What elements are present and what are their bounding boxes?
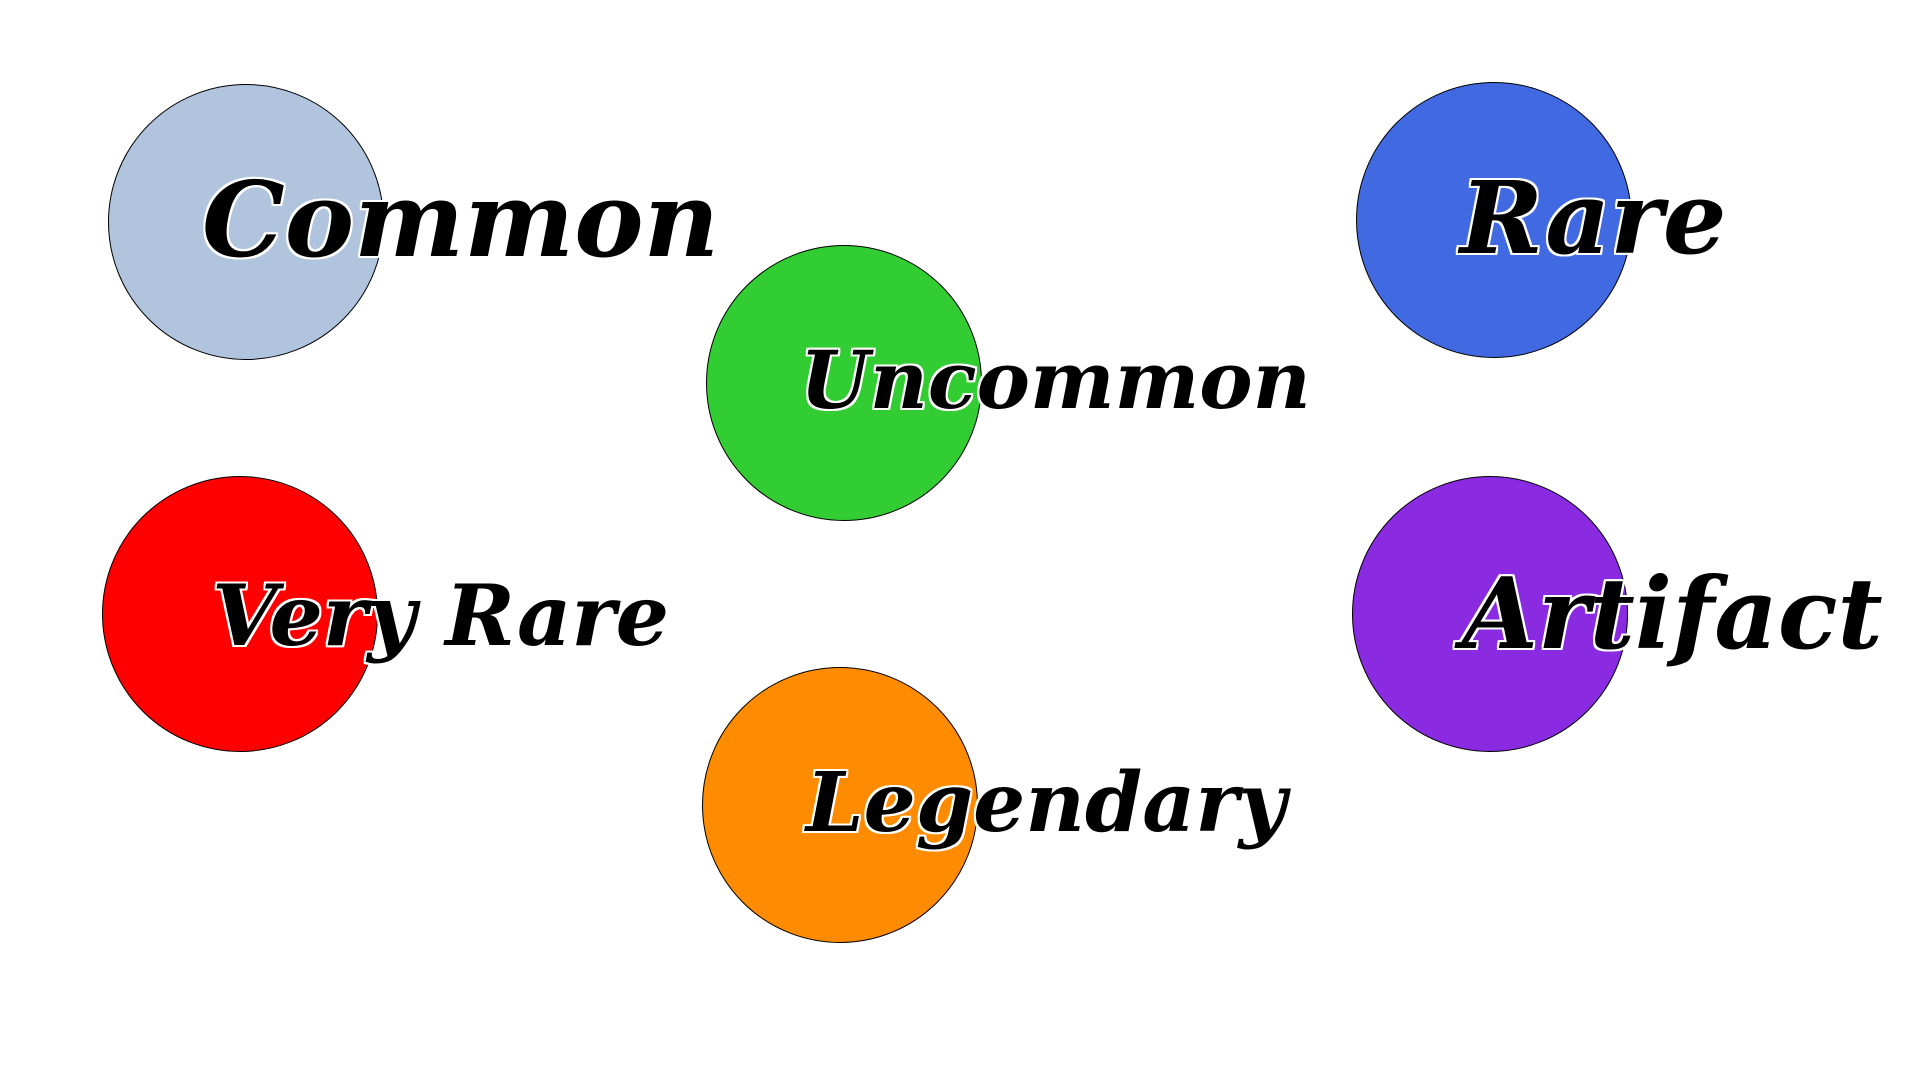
uncommon-circle — [706, 245, 982, 521]
rare-label: Rare — [1460, 159, 1727, 277]
very-rare-circle — [102, 476, 378, 752]
artifact-label: Artifact — [1462, 557, 1883, 672]
uncommon-label: Uncommon — [800, 333, 1311, 427]
legendary-circle — [702, 667, 978, 943]
legendary-label: Legendary — [806, 755, 1287, 851]
artifact-circle — [1352, 476, 1628, 752]
common-label: Common — [202, 158, 720, 281]
rare-circle — [1356, 82, 1632, 358]
common-circle — [108, 84, 384, 360]
very-rare-label: Very Rare — [212, 566, 670, 665]
